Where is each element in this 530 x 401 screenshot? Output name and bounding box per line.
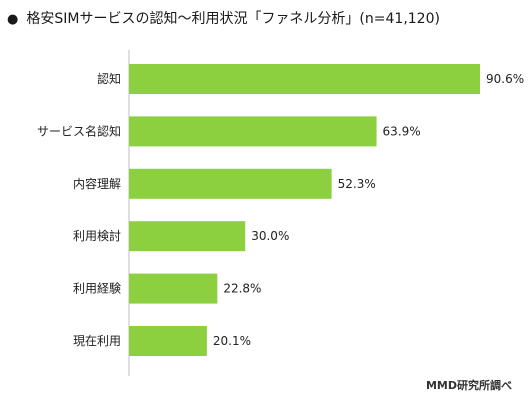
category-label: 現在利用 bbox=[73, 334, 121, 348]
category-label: サービス名認知 bbox=[37, 123, 121, 138]
bar bbox=[129, 326, 207, 356]
chart-title: ● 格安SIMサービスの認知～利用状況「ファネル分析」(n=41,120) bbox=[7, 8, 527, 28]
data-label: 63.9% bbox=[383, 124, 421, 138]
category-label: 内容理解 bbox=[73, 176, 121, 191]
data-label: 90.6% bbox=[486, 72, 524, 86]
bar bbox=[129, 116, 377, 147]
bar bbox=[129, 221, 246, 252]
bullet-icon: ● bbox=[7, 12, 19, 27]
bar bbox=[129, 168, 332, 199]
data-label: 52.3% bbox=[338, 177, 376, 191]
data-label: 20.1% bbox=[213, 334, 251, 348]
data-label: 22.8% bbox=[223, 282, 261, 296]
category-label: 認知 bbox=[97, 71, 121, 86]
category-label: 利用検討 bbox=[73, 228, 121, 243]
bar bbox=[129, 64, 480, 94]
source-credit: MMD研究所調べ bbox=[425, 379, 512, 392]
data-label: 30.0% bbox=[251, 229, 289, 243]
chart-title-text: 格安SIMサービスの認知～利用状況「ファネル分析」(n=41,120) bbox=[26, 11, 440, 27]
bar bbox=[129, 273, 218, 304]
category-label: 利用経験 bbox=[73, 281, 121, 296]
